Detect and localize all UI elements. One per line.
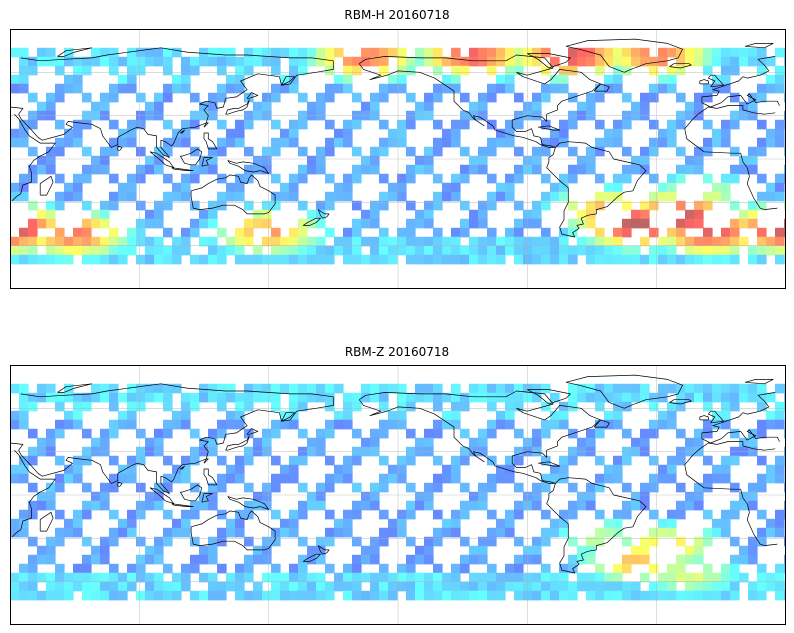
- coastline-sri-lanka: [117, 145, 123, 151]
- coastline-eurasia: [10, 47, 334, 158]
- coastline-ireland: [699, 79, 709, 85]
- coastline-nz-south: [302, 553, 321, 562]
- coastline-eurasia: [701, 93, 780, 108]
- coastline-eurasia: [10, 383, 334, 494]
- coastline-africa: [684, 441, 776, 465]
- coastline-n-america: [358, 390, 601, 484]
- coastline-cuba: [538, 125, 561, 131]
- coastline-nz-north: [317, 209, 330, 219]
- map-rbm-z: [10, 365, 786, 625]
- coastline-philippines: [203, 132, 218, 150]
- coastline-sri-lanka: [117, 481, 123, 487]
- coastline-taiwan: [203, 458, 209, 464]
- coastline-australia: [190, 174, 276, 215]
- gridlines: [10, 29, 786, 289]
- coastline-australia: [190, 510, 276, 551]
- panel-title-rbm-z: RBM-Z 20160718: [344, 345, 450, 359]
- map-rbm-h: [10, 29, 786, 289]
- coastline-newfoundland: [593, 419, 610, 428]
- coastline-cuba: [538, 461, 561, 467]
- coastline-kamchatka: [281, 412, 295, 422]
- coastline-greenland: [565, 374, 683, 409]
- coastline-s-america: [546, 141, 647, 238]
- coastline-madagascar: [39, 511, 54, 532]
- coastline-newfoundland: [593, 83, 610, 92]
- gridlines: [10, 365, 786, 625]
- coastline-sulawesi: [201, 493, 213, 503]
- panel-title-rbm-h: RBM-H 20160718: [344, 8, 450, 22]
- coastline-nz-north: [317, 545, 330, 555]
- coastline-java: [171, 503, 194, 507]
- coastline-madagascar: [39, 175, 54, 196]
- coastline-eurasia: [701, 56, 776, 103]
- coastline-kamchatka: [281, 76, 295, 86]
- coastline-africa: [684, 105, 776, 129]
- coastline-philippines: [203, 468, 218, 486]
- map-frame: [10, 29, 786, 289]
- coastline-africa: [11, 449, 56, 538]
- coastline-japan: [225, 99, 250, 115]
- coastline-africa: [684, 464, 778, 546]
- coastline-svalbard: [744, 379, 774, 385]
- coastline-java: [171, 167, 194, 171]
- coastline-eurasia: [701, 429, 780, 444]
- coastline-borneo: [179, 484, 203, 502]
- coastline-britain: [708, 74, 724, 88]
- coastlines: [10, 374, 780, 574]
- coastline-borneo: [179, 148, 203, 166]
- coastline-baffin: [526, 53, 571, 69]
- map-frame: [10, 365, 786, 625]
- coastline-new-guinea: [227, 160, 270, 174]
- coastline-hainan: [180, 129, 185, 134]
- coastline-britain: [708, 410, 724, 424]
- coastline-iceland: [669, 63, 692, 69]
- coastline-novaya: [57, 383, 93, 393]
- coastline-s-america: [546, 477, 647, 574]
- coastline-new-guinea: [227, 496, 270, 510]
- coastline-iceland: [669, 399, 692, 405]
- coastline-n-america: [358, 54, 601, 148]
- coastline-eurasia: [701, 392, 776, 439]
- coastline-novaya: [57, 47, 93, 57]
- coastline-svalbard: [744, 43, 774, 49]
- coastlines: [10, 38, 780, 238]
- coastline-taiwan: [203, 122, 209, 128]
- coastline-ireland: [699, 415, 709, 421]
- coastline-hokkaido: [246, 92, 259, 99]
- coastline-hokkaido: [246, 428, 259, 435]
- coastline-africa: [684, 128, 778, 210]
- coastline-sulawesi: [201, 157, 213, 167]
- coastline-baffin: [526, 389, 571, 405]
- coastline-hainan: [180, 465, 185, 470]
- coastline-nz-south: [302, 217, 321, 226]
- coastline-africa: [11, 113, 56, 202]
- coastline-japan: [225, 435, 250, 451]
- coastline-greenland: [565, 38, 683, 73]
